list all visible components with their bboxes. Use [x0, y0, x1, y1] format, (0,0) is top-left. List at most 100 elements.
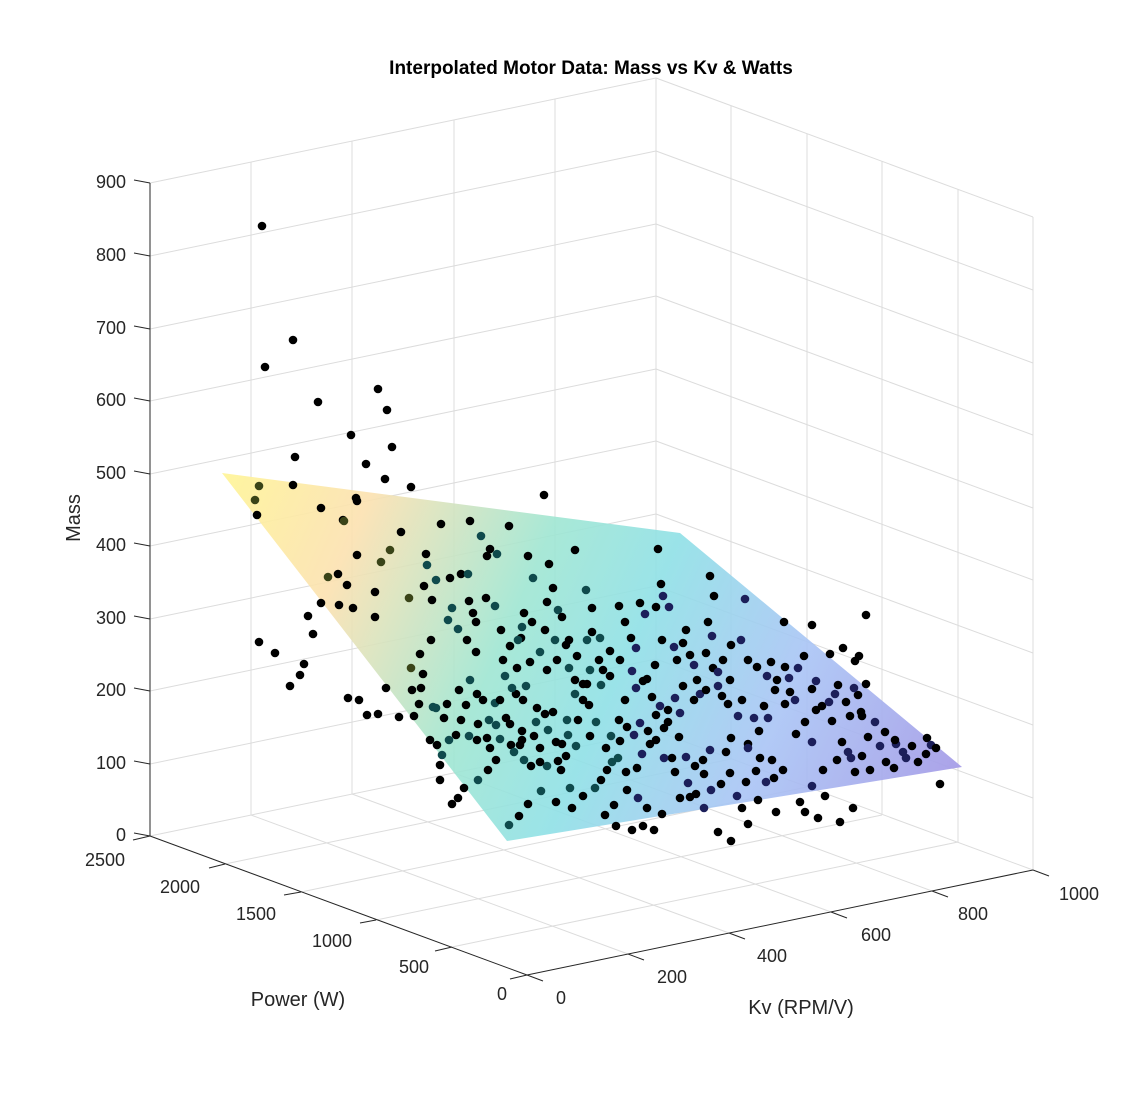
data-point [476, 531, 486, 541]
data-point [536, 786, 546, 796]
data-point [531, 717, 541, 727]
data-point [529, 731, 539, 741]
z-tick-label: 600 [96, 390, 126, 410]
data-point [811, 676, 821, 686]
data-point [749, 713, 759, 723]
data-point [818, 765, 828, 775]
z-tick-label: 900 [96, 172, 126, 192]
data-point [778, 765, 788, 775]
data-point [471, 617, 481, 627]
data-point [795, 797, 805, 807]
data-point [863, 732, 873, 742]
data-point [453, 793, 463, 803]
data-point [334, 600, 344, 610]
z-ticks: 0 100 200 300 400 500 600 700 800 900 [96, 172, 151, 845]
data-point [406, 482, 416, 492]
data-point [461, 700, 471, 710]
data-point [737, 803, 747, 813]
data-point [422, 560, 432, 570]
data-point [456, 715, 466, 725]
data-point [333, 569, 343, 579]
data-point [698, 755, 708, 765]
data-point [723, 699, 733, 709]
data-point [553, 756, 563, 766]
data-point [626, 633, 636, 643]
data-point [504, 820, 514, 830]
data-point [780, 662, 790, 672]
data-point [726, 640, 736, 650]
data-point [637, 749, 647, 759]
data-point [373, 384, 383, 394]
data-point [542, 597, 552, 607]
kv-tick-label: 600 [861, 925, 891, 945]
data-point [471, 647, 481, 657]
data-point [657, 809, 667, 819]
data-point [622, 722, 632, 732]
data-point [699, 769, 709, 779]
data-point [416, 683, 426, 693]
data-point [519, 608, 529, 618]
data-point [351, 493, 361, 503]
data-point [578, 695, 588, 705]
data-point [659, 753, 669, 763]
data-point [513, 635, 523, 645]
data-point [726, 733, 736, 743]
data-point [709, 591, 719, 601]
data-point [472, 689, 482, 699]
mass-axis-label: Mass [63, 494, 85, 542]
data-point [627, 825, 637, 835]
data-point [570, 689, 580, 699]
data-point [562, 715, 572, 725]
data-point [485, 743, 495, 753]
kv-tick-label: 0 [556, 988, 566, 1008]
data-point [443, 615, 453, 625]
data-point [811, 705, 821, 715]
data-point [542, 665, 552, 675]
data-point [381, 683, 391, 693]
data-point [492, 549, 502, 559]
data-point [770, 685, 780, 695]
data-point [447, 603, 457, 613]
data-point [880, 727, 890, 737]
data-point [565, 783, 575, 793]
data-point [548, 583, 558, 593]
data-point [659, 723, 669, 733]
data-point [570, 675, 580, 685]
data-point [404, 593, 414, 603]
data-point [415, 649, 425, 659]
data-point [875, 741, 885, 751]
data-point [564, 635, 574, 645]
data-point [578, 791, 588, 801]
data-point [382, 405, 392, 415]
data-point [585, 731, 595, 741]
data-point [373, 709, 383, 719]
data-point [498, 655, 508, 665]
data-point [841, 697, 851, 707]
data-point [931, 743, 941, 753]
data-point [638, 821, 648, 831]
grid-back-wall-power [149, 77, 657, 837]
data-point [394, 712, 404, 722]
data-point [820, 791, 830, 801]
data-point [881, 757, 891, 767]
data-point [689, 695, 699, 705]
data-point [766, 657, 776, 667]
data-point [437, 750, 447, 760]
data-point [444, 735, 454, 745]
data-point [495, 695, 505, 705]
data-point [627, 666, 637, 676]
data-point [752, 662, 762, 672]
data-point [705, 745, 715, 755]
power-tick-label: 500 [399, 957, 429, 977]
data-point [288, 335, 298, 345]
data-point [913, 757, 923, 767]
data-point [743, 819, 753, 829]
data-point [837, 737, 847, 747]
data-point [835, 817, 845, 827]
data-point [483, 765, 493, 775]
data-point [640, 609, 650, 619]
data-point [620, 617, 630, 627]
data-point [496, 625, 506, 635]
kv-ticks: 0 200 400 600 800 1000 Kv (RPM/V) [526, 869, 1099, 1019]
data-point [257, 221, 267, 231]
